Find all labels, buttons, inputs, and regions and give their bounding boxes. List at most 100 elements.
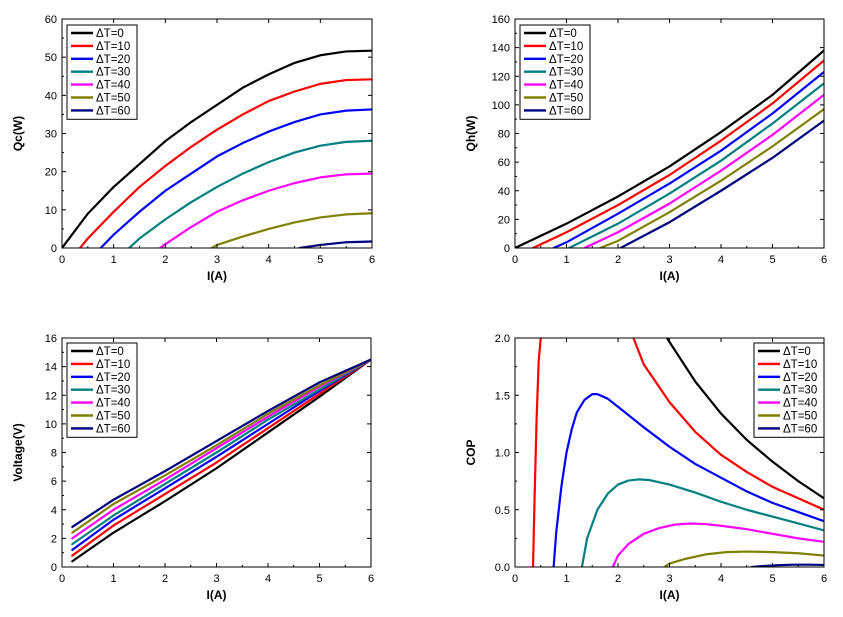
series-line-dt20-2: [71, 358, 371, 551]
chart-panel-3: 0 1 2 3 4 5 60246810121416I(A)Voltage(V)ΔT=0ΔT…: [11, 333, 374, 602]
legend-label: ΔT=30: [549, 67, 583, 79]
x-tick-label: 4: [265, 573, 271, 585]
y-tick-label: 0.5: [495, 505, 510, 517]
x-tick-label: 5: [769, 254, 775, 266]
x-tick-label: 4: [718, 254, 724, 266]
y-tick-label: 120: [492, 71, 510, 83]
series-group: [71, 358, 371, 563]
x-tick-label: 5: [317, 254, 323, 266]
legend-label: ΔT=10: [96, 359, 130, 371]
y-tick-label: 14: [45, 362, 57, 374]
legend-label: ΔT=0: [783, 346, 811, 358]
series-line-dt40-4: [583, 93, 824, 248]
y-tick-label: 16: [45, 333, 57, 345]
x-tick-label: 3: [214, 254, 220, 266]
legend-label: ΔT=60: [96, 423, 130, 435]
legend-label: ΔT=40: [96, 80, 130, 92]
x-tick-label: 2: [162, 254, 168, 266]
y-tick-label: 50: [45, 52, 57, 64]
x-tick-label: 3: [666, 254, 672, 266]
series-line-dt10-1: [531, 59, 824, 248]
series-line-dt0-0: [71, 358, 371, 563]
legend-label: ΔT=0: [549, 28, 577, 40]
series-group: [515, 49, 824, 248]
y-tick-label: 1.5: [495, 390, 510, 402]
y-tick-label: 0: [51, 243, 57, 255]
legend-label: ΔT=10: [783, 359, 817, 371]
series-line-dt60-6: [619, 119, 824, 248]
series-line-dt30-3: [567, 82, 824, 248]
series-line-dt50-5: [598, 108, 824, 248]
series-line-dt0-0: [62, 49, 372, 248]
y-tick-label: 0: [504, 243, 510, 255]
y-axis-title: Voltage(V): [11, 423, 25, 481]
legend-label: ΔT=40: [783, 398, 817, 410]
y-tick-label: 0: [51, 562, 57, 574]
legend-label: ΔT=60: [783, 423, 817, 435]
legend-label: ΔT=50: [783, 411, 817, 423]
y-axis-title: COP: [464, 439, 478, 465]
x-tick-label: 2: [615, 254, 621, 266]
y-tick-label: 1.0: [495, 448, 510, 460]
chart-panel-1: 0 1 2 3 4 5 60102030405060I(A)Qc(W)ΔT=0ΔT=10ΔT…: [11, 14, 375, 283]
x-axis-title: I(A): [207, 269, 227, 283]
legend-label: ΔT=50: [96, 93, 130, 105]
y-tick-label: 80: [498, 129, 510, 141]
series-line-dt20-2: [99, 108, 372, 248]
y-tick-label: 140: [492, 43, 510, 55]
series-line-dt10-2: [632, 338, 824, 511]
x-tick-label: 0: [59, 573, 65, 585]
x-tick-label: 6: [821, 573, 827, 585]
y-tick-label: 40: [45, 90, 57, 102]
x-tick-label: 2: [162, 573, 168, 585]
series-group: [531, 338, 824, 567]
legend-label: ΔT=50: [96, 411, 130, 423]
series-line-dt60-6: [298, 240, 372, 248]
legend-label: ΔT=20: [96, 54, 130, 66]
series-line-dt10-1: [71, 358, 371, 557]
series-line-dt60-6: [71, 358, 371, 529]
series-line-dt20-3: [552, 393, 824, 567]
y-tick-label: 2.0: [495, 333, 510, 345]
y-tick-label: 40: [498, 186, 510, 198]
x-axis-title: I(A): [660, 269, 680, 283]
y-tick-label: 8: [51, 448, 57, 460]
series-line-dt60-7: [750, 563, 824, 567]
y-tick-label: 0.0: [495, 562, 510, 574]
legend-label: ΔT=50: [549, 93, 583, 105]
x-tick-label: 1: [111, 254, 117, 266]
legend-label: ΔT=30: [96, 385, 130, 397]
x-tick-label: 3: [666, 573, 672, 585]
y-tick-label: 160: [492, 14, 510, 26]
x-tick-label: 4: [266, 254, 272, 266]
series-line-dt10-1: [78, 78, 372, 248]
legend-label: ΔT=10: [96, 41, 130, 53]
y-tick-label: 20: [45, 167, 57, 179]
x-tick-label: 5: [769, 573, 775, 585]
y-tick-label: 60: [45, 14, 57, 26]
series-line-dt30-3: [128, 139, 372, 248]
y-tick-label: 100: [492, 100, 510, 112]
y-tick-label: 6: [51, 476, 57, 488]
y-tick-label: 20: [498, 214, 510, 226]
chart-panel-2: 0 1 2 3 4 5 6020406080100120140160I(A)Qh(W)ΔT=…: [464, 14, 827, 283]
legend-label: ΔT=30: [96, 67, 130, 79]
x-axis-title: I(A): [207, 588, 227, 602]
legend-label: ΔT=0: [96, 28, 124, 40]
y-axis-title: Qh(W): [464, 116, 478, 152]
x-tick-label: 1: [563, 254, 569, 266]
series-line-dt10-1: [531, 338, 542, 567]
legend-label: ΔT=20: [783, 372, 817, 384]
legend-label: ΔT=40: [96, 398, 130, 410]
x-tick-label: 1: [563, 573, 569, 585]
x-tick-label: 1: [110, 573, 116, 585]
x-tick-label: 0: [512, 573, 518, 585]
legend-label: ΔT=60: [96, 105, 130, 117]
series-line-dt40-5: [611, 522, 824, 567]
legend-label: ΔT=60: [549, 105, 583, 117]
series-line-dt50-5: [71, 358, 371, 534]
series-line-dt30-4: [580, 478, 824, 567]
